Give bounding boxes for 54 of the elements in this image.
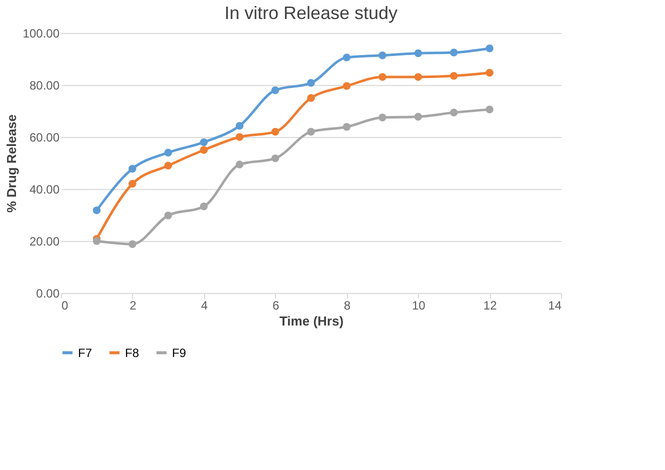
legend-label: F8 [125,346,140,360]
point [342,122,351,131]
point [450,108,458,116]
point [128,240,136,248]
point [236,122,244,130]
point [92,206,101,214]
point [414,112,422,121]
y-axis-title: % Drug Release [4,114,19,213]
point [486,68,494,77]
point [307,79,315,87]
point [271,154,280,162]
point [486,106,494,114]
point [164,148,172,156]
point [307,128,315,136]
point [486,44,494,52]
x-tick-label: 14 [548,298,562,312]
y-tick-label: 40.00 [29,182,60,196]
point [378,73,386,81]
point [450,48,458,56]
point [236,160,244,168]
point [378,51,386,60]
x-tick-label: 8 [344,298,351,312]
y-tick-label: 100.00 [22,26,60,40]
x-tick-label: 6 [272,298,280,312]
y-tick-label: 80.00 [29,78,60,92]
x-tick-label: 12 [483,298,498,312]
point [200,146,208,154]
point [128,164,136,173]
point [200,202,208,210]
y-tick-label: 20.00 [29,234,60,248]
x-tick-label: 10 [412,298,426,312]
x-tick-label: 0 [62,298,68,312]
point [342,54,351,62]
x-tick-label: 4 [201,298,208,312]
point [164,212,172,220]
legend-label: F9 [172,346,186,360]
point [378,114,386,122]
y-tick-label: 0.00 [36,286,60,300]
point [307,94,315,102]
point [271,86,280,94]
y-tick-label: 60.00 [29,130,60,144]
point [200,138,208,146]
point [414,73,422,81]
x-tick-label: 2 [130,298,137,312]
x-axis-title: Time (Hrs) [279,314,344,328]
point [128,180,136,188]
point [236,133,244,141]
point [164,162,172,170]
point [414,49,422,58]
point [450,72,458,80]
point [271,128,280,136]
point [342,82,351,90]
legend-label: F7 [78,346,92,360]
chart-title: In vitro Release study [224,3,398,23]
